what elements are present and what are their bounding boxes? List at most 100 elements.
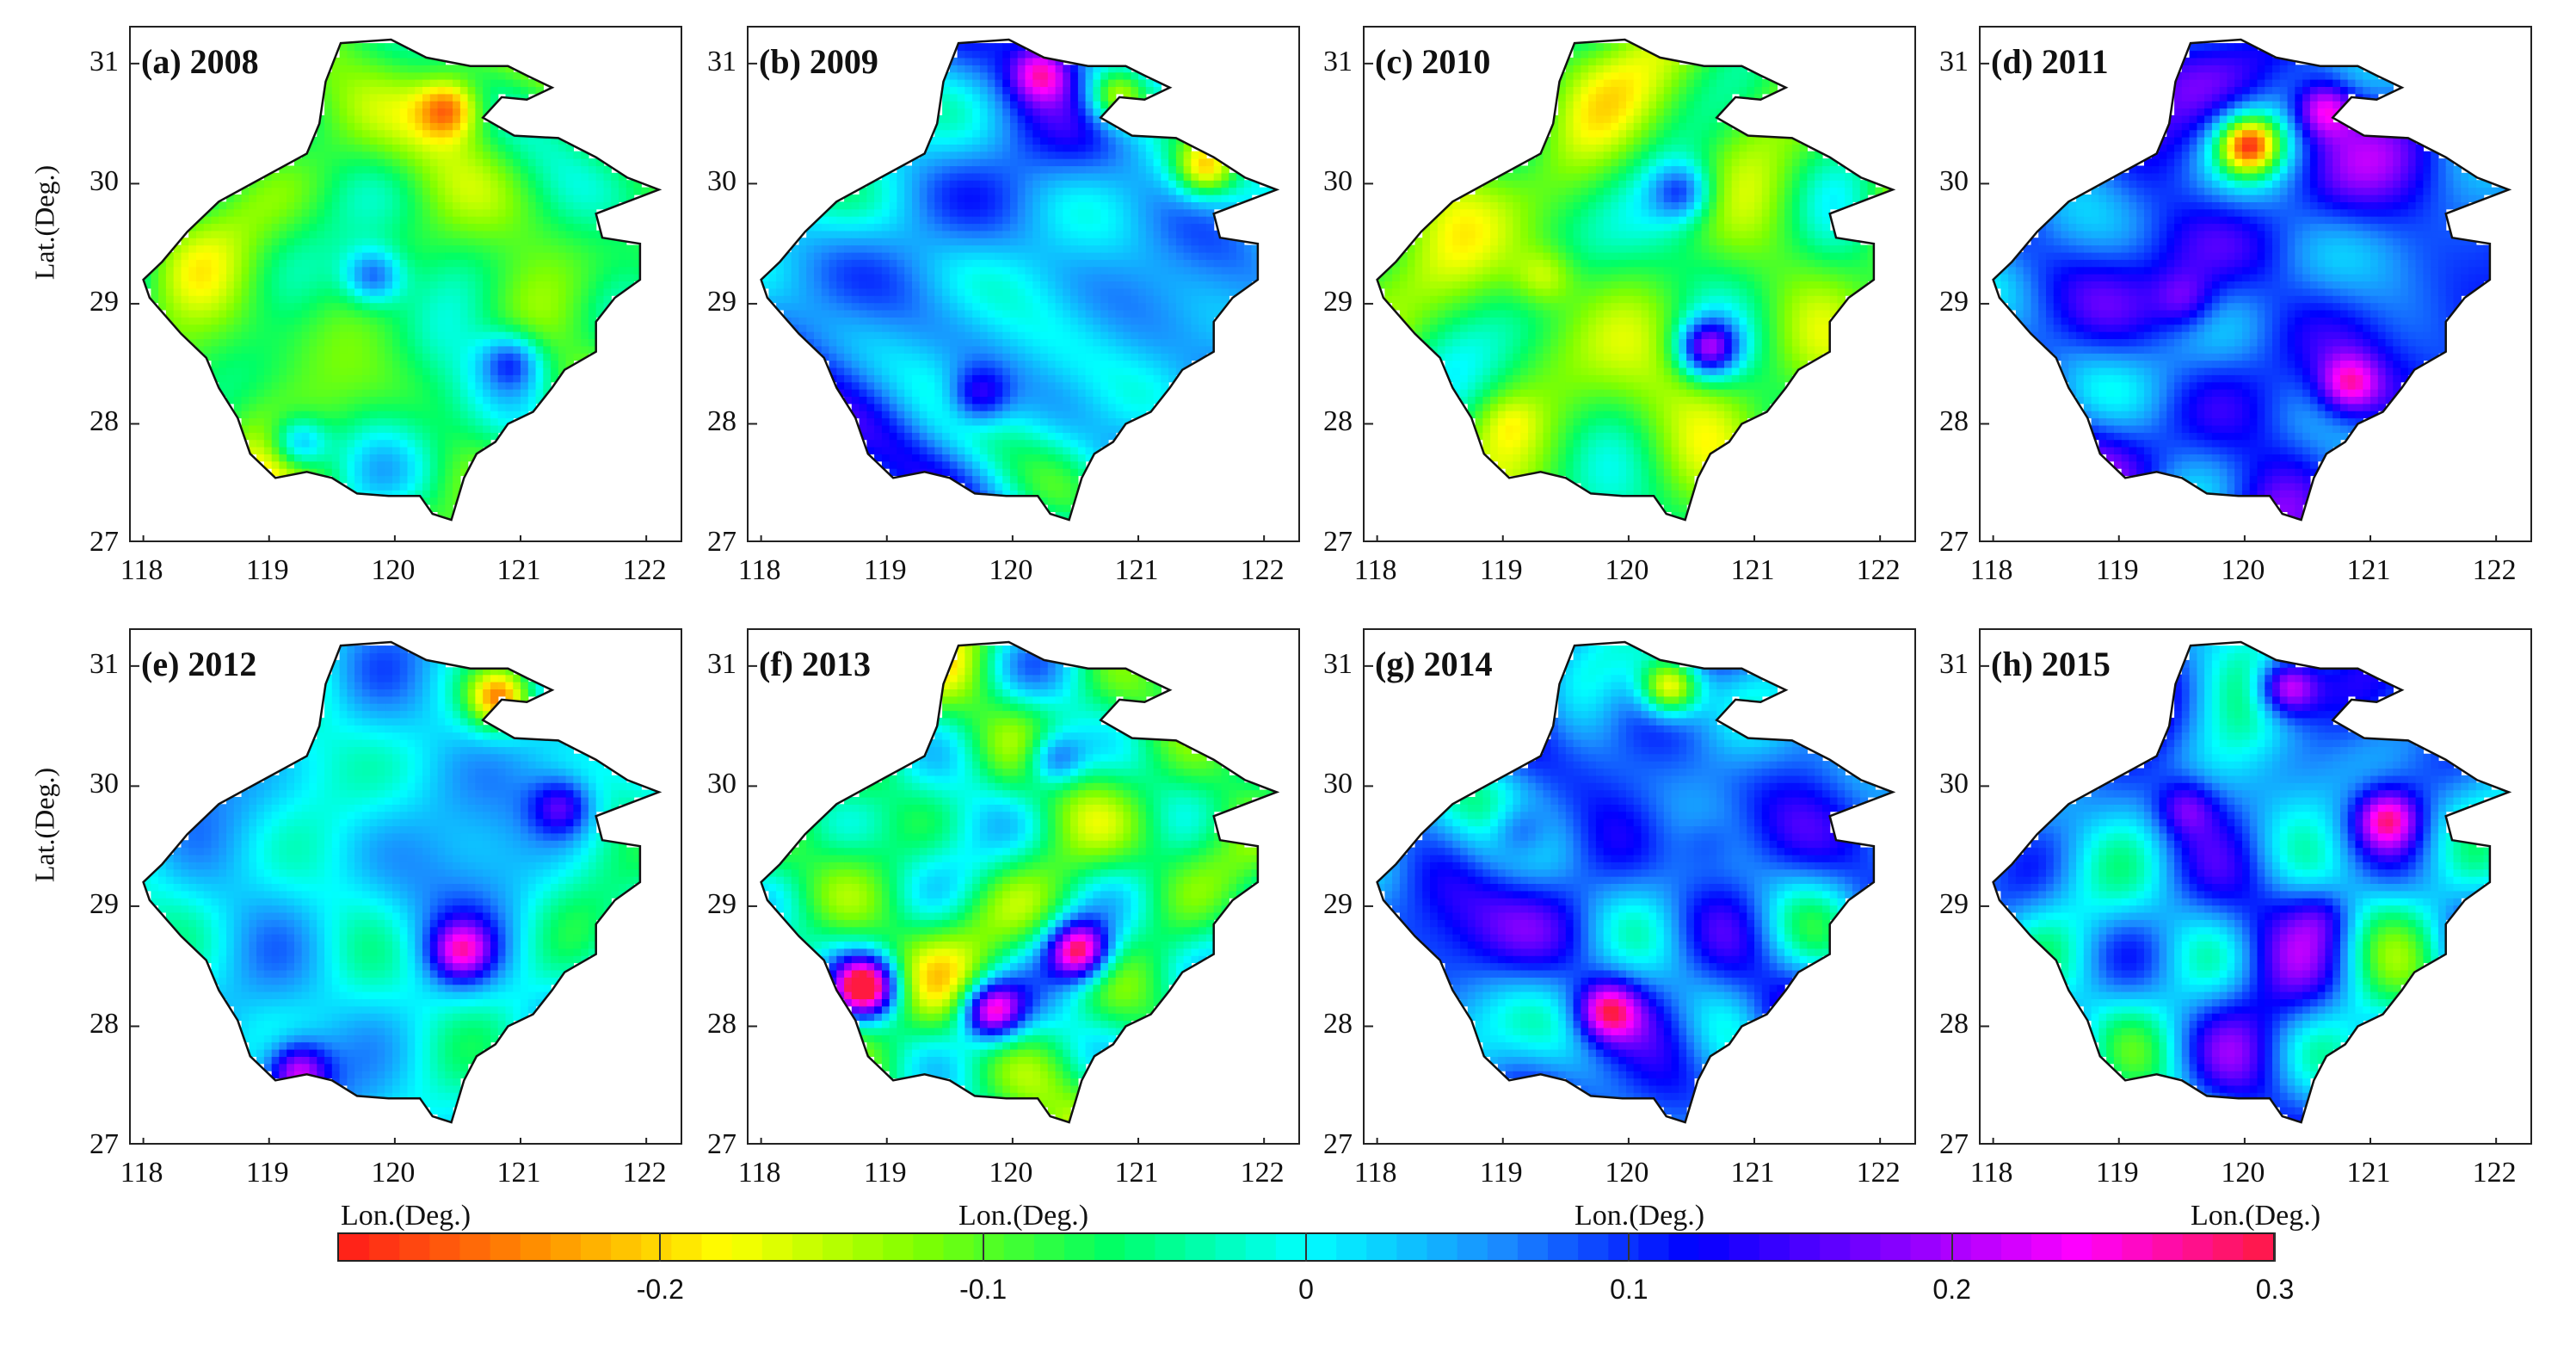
value-cell — [1055, 230, 1063, 238]
value-cell — [964, 57, 973, 65]
value-cell — [256, 238, 265, 246]
value-cell — [979, 302, 989, 311]
value-cell — [467, 195, 476, 202]
value-cell — [1032, 223, 1041, 232]
value-cell — [219, 238, 227, 246]
value-cell — [1100, 151, 1109, 159]
value-cell — [527, 137, 537, 145]
value-cell — [1123, 345, 1131, 354]
value-cell — [595, 244, 605, 253]
value-cell — [972, 439, 981, 448]
value-cell — [219, 309, 227, 318]
value-cell — [866, 259, 875, 268]
value-cell — [949, 281, 958, 289]
value-cell — [897, 165, 905, 174]
value-cell — [287, 281, 295, 289]
value-cell — [385, 396, 393, 405]
value-cell — [1040, 187, 1049, 195]
value-cell — [211, 345, 219, 354]
value-cell — [1100, 180, 1109, 188]
value-cell — [1040, 447, 1049, 454]
value-cell — [897, 302, 905, 311]
value-cell — [1115, 187, 1125, 195]
value-cell — [949, 65, 958, 73]
value-cell — [995, 367, 1003, 375]
value-cell — [1055, 367, 1063, 375]
value-cell — [392, 295, 401, 304]
value-cell — [964, 468, 973, 477]
value-cell — [415, 86, 423, 95]
value-cell — [294, 396, 303, 405]
value-cell — [467, 447, 476, 454]
value-cell — [949, 468, 958, 477]
value-cell — [415, 287, 423, 296]
value-cell — [385, 460, 393, 469]
value-cell — [445, 144, 453, 152]
value-cell — [377, 274, 385, 281]
value-cell — [1070, 108, 1079, 116]
value-cell — [1161, 295, 1169, 304]
value-cell — [181, 274, 189, 281]
value-cell — [1055, 490, 1063, 498]
value-cell — [1047, 381, 1057, 390]
value-cell — [535, 195, 544, 202]
value-cell — [995, 460, 1003, 469]
value-cell — [369, 79, 379, 87]
value-cell — [369, 324, 379, 332]
value-cell — [505, 331, 514, 339]
value-cell — [1063, 360, 1071, 368]
value-cell — [912, 447, 921, 454]
value-cell — [581, 201, 589, 210]
value-cell — [317, 259, 325, 268]
value-cell — [1123, 417, 1131, 426]
value-cell — [324, 460, 333, 469]
value-cell — [437, 216, 446, 225]
value-cell — [339, 201, 348, 210]
value-cell — [995, 345, 1003, 354]
value-cell — [354, 65, 363, 73]
value-cell — [821, 317, 830, 325]
value-cell — [339, 389, 348, 397]
value-cell — [445, 324, 453, 332]
value-cell — [912, 439, 921, 448]
value-cell — [866, 389, 875, 397]
value-cell — [881, 389, 891, 397]
value-cell — [497, 259, 507, 268]
value-cell — [497, 230, 507, 238]
value-cell — [1093, 411, 1101, 419]
value-cell — [934, 309, 943, 318]
value-cell — [392, 79, 401, 87]
value-cell — [453, 216, 461, 225]
value-cell — [611, 274, 619, 281]
value-cell — [912, 281, 921, 289]
value-cell — [165, 274, 175, 281]
value-cell — [324, 324, 333, 332]
value-cell — [377, 447, 385, 454]
value-cell — [422, 389, 431, 397]
value-cell — [881, 259, 891, 268]
value-cell — [233, 274, 243, 281]
value-cell — [1070, 302, 1079, 311]
value-cell — [249, 309, 257, 318]
value-cell — [573, 309, 582, 318]
value-cell — [287, 266, 295, 275]
value-cell — [490, 86, 499, 95]
value-cell — [934, 137, 943, 145]
value-cell — [1093, 360, 1101, 368]
value-cell — [1153, 208, 1162, 217]
value-cell — [565, 158, 574, 167]
value-cell — [949, 317, 958, 325]
value-cell — [263, 396, 273, 405]
value-cell — [874, 208, 883, 217]
value-cell — [173, 259, 182, 268]
value-cell — [445, 309, 453, 318]
value-cell — [1108, 403, 1117, 411]
value-cell — [995, 360, 1003, 368]
value-cell — [1145, 172, 1155, 181]
value-cell — [361, 93, 371, 102]
value-cell — [1063, 195, 1071, 202]
value-cell — [173, 287, 182, 296]
value-cell — [490, 338, 499, 347]
value-cell — [415, 317, 423, 325]
value-cell — [377, 101, 385, 109]
